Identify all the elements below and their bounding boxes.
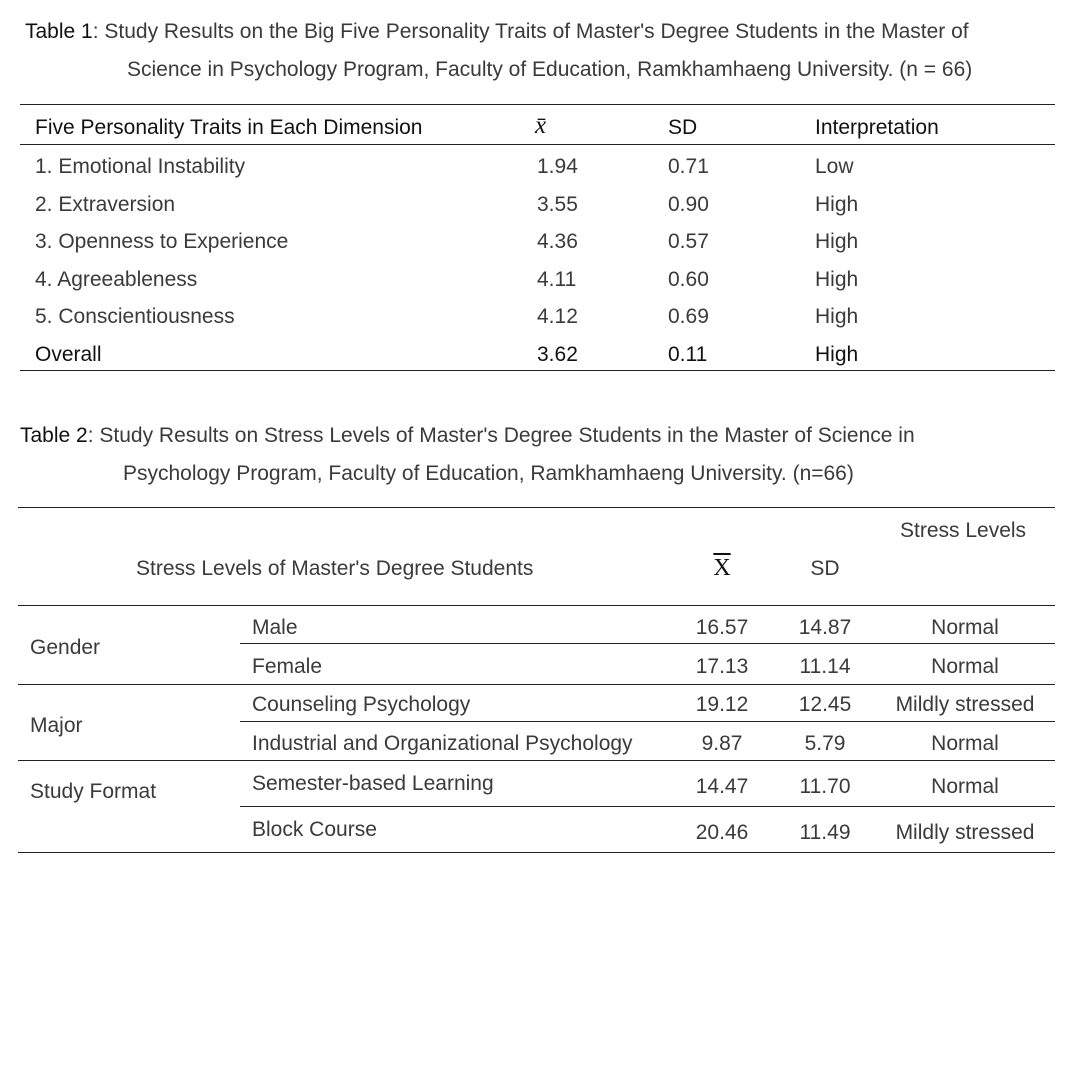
stress-level: Normal — [931, 775, 999, 798]
table2-top-rule — [18, 507, 1055, 508]
trait-sd: 0.57 — [668, 230, 709, 253]
trait-mean: 3.55 — [537, 193, 578, 216]
table2-header-sd: SD — [810, 557, 840, 580]
stress-mean: 9.87 — [701, 732, 743, 755]
table1-header-interpretation: Interpretation — [815, 116, 939, 139]
table2-bottom-rule — [18, 852, 1055, 853]
table2-header-rule — [18, 605, 1055, 606]
overall-label: Overall — [35, 343, 102, 366]
stress-sd: 11.49 — [799, 821, 851, 844]
stress-subgroup: Male — [252, 616, 298, 639]
table1-caption-line2: Science in Psychology Program, Faculty o… — [127, 58, 973, 81]
stress-mean: 19.12 — [695, 693, 749, 716]
trait-name: 1. Emotional Instability — [35, 155, 246, 178]
stress-mean: 16.57 — [695, 616, 749, 639]
stress-subgroup: Semester-based Learning — [252, 772, 494, 795]
stress-mean: 14.47 — [695, 775, 749, 798]
stress-level: Mildly stressed — [895, 693, 1035, 716]
stress-subgroup: Female — [252, 655, 323, 678]
table2-label: Table 2 — [20, 424, 88, 447]
table1-header-rule — [20, 144, 1055, 145]
table2-caption: Table 2: Study Results on Stress Levels … — [20, 425, 915, 446]
stress-sd: 5.79 — [804, 732, 846, 755]
stress-sd: 11.14 — [799, 655, 851, 678]
table1-caption: Table 1: Study Results on the Big Five P… — [25, 21, 969, 42]
trait-name: 3. Openness to Experience — [35, 230, 289, 253]
table2-group-rule — [18, 760, 1055, 761]
trait-interpretation: High — [815, 268, 859, 291]
trait-mean: 4.36 — [537, 230, 578, 253]
stress-subgroup: Counseling Psychology — [252, 693, 471, 716]
overall-mean: 3.62 — [537, 343, 578, 366]
stress-level: Mildly stressed — [895, 821, 1035, 844]
table2-caption-line1: : Study Results on Stress Levels of Mast… — [87, 424, 915, 447]
trait-name: 2. Extraversion — [35, 193, 176, 216]
table1-header-trait: Five Personality Traits in Each Dimensio… — [35, 116, 423, 139]
group-study-format: Study Format — [30, 780, 157, 803]
stress-sd: 11.70 — [799, 775, 851, 798]
group-major: Major — [30, 714, 83, 737]
table2-row-rule — [240, 806, 1055, 807]
stress-level: Normal — [931, 732, 999, 755]
table1-caption-line1: : Study Results on the Big Five Personal… — [92, 20, 969, 43]
stress-sd: 12.45 — [798, 693, 852, 716]
table2-header-mean: X — [713, 555, 731, 581]
stress-level: Normal — [931, 655, 999, 678]
table2-row-rule — [240, 643, 1055, 644]
trait-mean: 4.11 — [537, 268, 577, 291]
trait-mean: 1.94 — [537, 155, 578, 178]
stress-mean: 17.13 — [695, 655, 749, 678]
table1-bottom-rule — [20, 370, 1055, 371]
trait-sd: 0.71 — [668, 155, 709, 178]
trait-interpretation: High — [815, 193, 859, 216]
trait-interpretation: Low — [815, 155, 854, 178]
trait-interpretation: High — [815, 305, 859, 328]
stress-mean: 20.46 — [695, 821, 749, 844]
trait-sd: 0.69 — [668, 305, 709, 328]
table2-row-rule — [240, 721, 1055, 722]
table2-group-rule — [18, 684, 1055, 685]
trait-name: 5. Conscientiousness — [35, 305, 235, 328]
trait-name: 4. Agreeableness — [35, 268, 198, 291]
table1-header-sd: SD — [668, 116, 698, 139]
stress-level: Normal — [931, 616, 999, 639]
trait-sd: 0.60 — [668, 268, 709, 291]
table2-header-stress-levels: Stress Levels — [900, 519, 1027, 542]
stress-subgroup: Block Course — [252, 818, 377, 841]
table1-label: Table 1 — [25, 20, 93, 43]
stress-subgroup: Industrial and Organizational Psychology — [252, 732, 633, 755]
trait-mean: 4.12 — [537, 305, 578, 328]
trait-sd: 0.90 — [668, 193, 709, 216]
table2-caption-line2: Psychology Program, Faculty of Education… — [123, 462, 854, 485]
overall-interpretation: High — [815, 343, 859, 366]
trait-interpretation: High — [815, 230, 859, 253]
stress-sd: 14.87 — [798, 616, 852, 639]
table1-header-mean: x̄ — [535, 112, 547, 139]
overall-sd: 0.11 — [668, 343, 708, 366]
group-gender: Gender — [30, 636, 101, 659]
table1-top-rule — [20, 104, 1055, 105]
table2-header-category: Stress Levels of Master's Degree Student… — [136, 557, 534, 580]
